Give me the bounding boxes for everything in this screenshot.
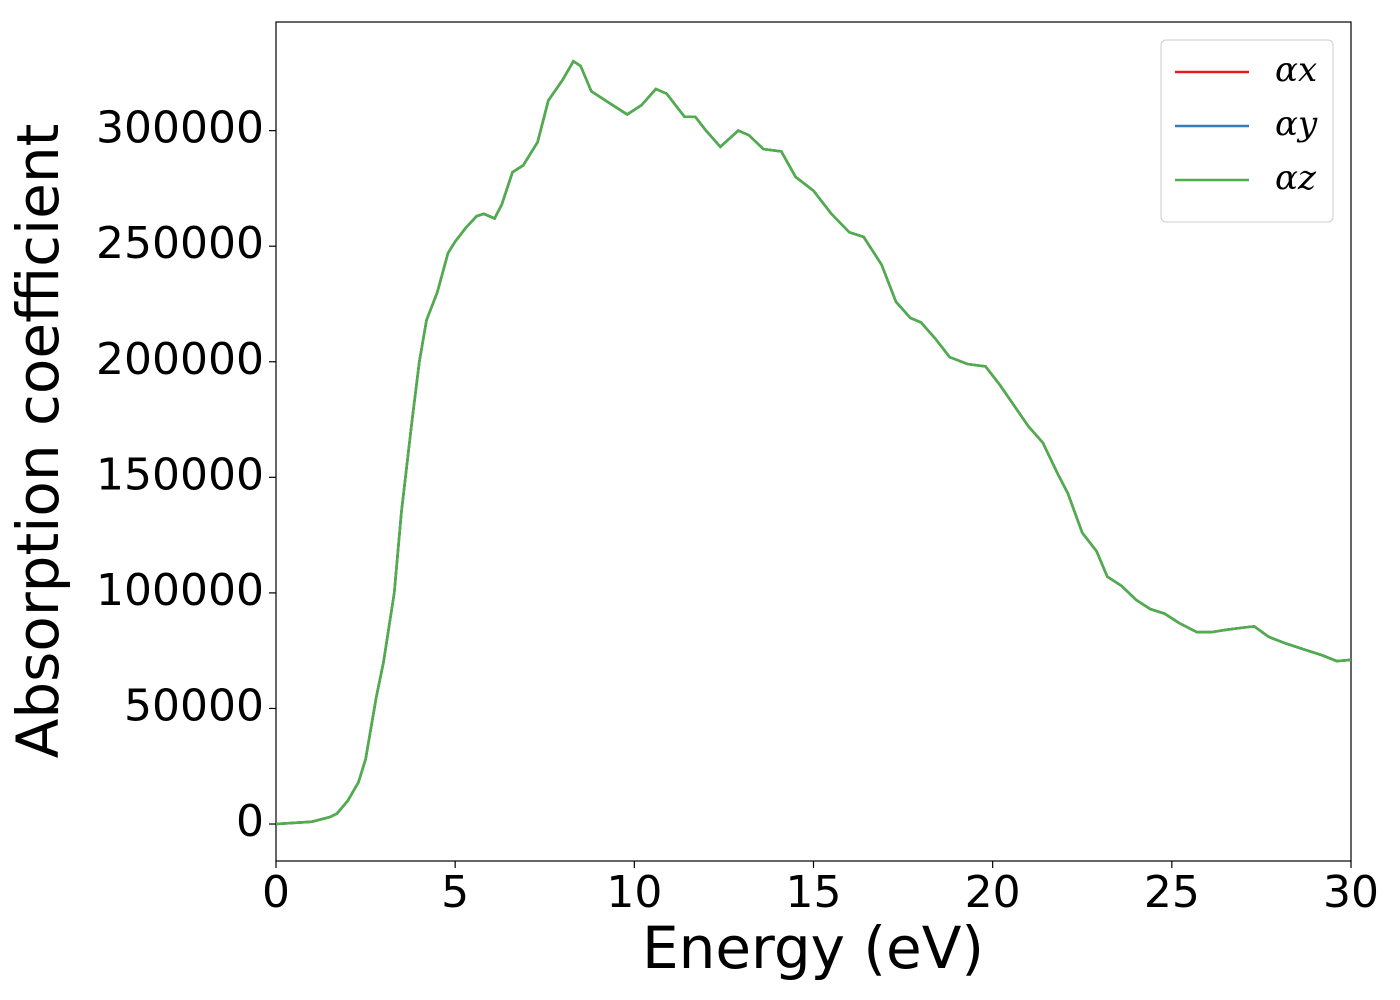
x-tick-label: 5 [441, 867, 469, 918]
y-tick-label: 200000 [96, 334, 264, 385]
y-tick-label: 100000 [96, 565, 264, 616]
legend-label: αx [1275, 50, 1317, 90]
y-tick-label: 50000 [124, 680, 264, 731]
legend-label: αy [1275, 104, 1318, 144]
x-tick-label: 25 [1144, 867, 1200, 918]
x-tick-label: 15 [786, 867, 842, 918]
y-tick-label: 250000 [96, 218, 264, 269]
x-tick-label: 20 [965, 867, 1021, 918]
x-tick-label: 0 [262, 867, 290, 918]
x-axis-label: Energy (eV) [642, 914, 984, 982]
x-tick-label: 10 [606, 867, 662, 918]
y-tick-label: 0 [236, 796, 264, 847]
series-line [275, 59, 1352, 826]
x-tick-label: 30 [1323, 867, 1379, 918]
legend-label: αz [1275, 158, 1317, 198]
legend-box [1160, 39, 1334, 223]
y-tick-label: 300000 [96, 103, 264, 154]
y-axis-label: Absorption coefficient [4, 124, 72, 759]
y-tick-label: 150000 [96, 449, 264, 500]
